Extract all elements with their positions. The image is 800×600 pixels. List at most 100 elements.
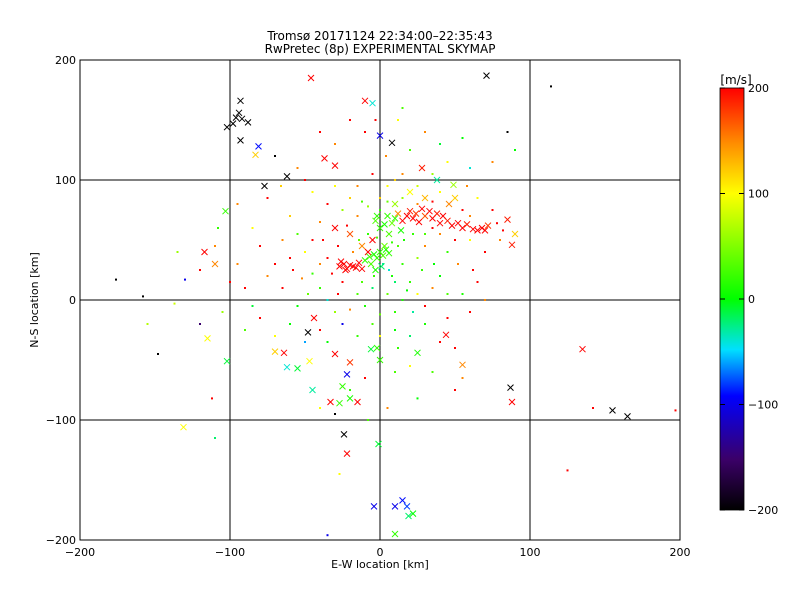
data-point-x-stroke [382, 246, 390, 253]
data-point-x-stroke [448, 222, 456, 229]
data-point-x [358, 242, 366, 250]
data-point-x [346, 395, 354, 402]
data-point-x-stroke [388, 139, 396, 147]
data-point-dot [376, 236, 378, 239]
data-point-x-stroke [339, 383, 346, 390]
data-point-x-stroke [211, 260, 219, 268]
data-point-dot [674, 409, 677, 412]
data-point-x-stroke [454, 219, 462, 227]
data-point-x-stroke [352, 264, 360, 271]
data-point-dot [461, 377, 464, 379]
data-point-x-stroke [372, 266, 379, 274]
data-point-dot [476, 281, 479, 283]
data-point-dot [349, 197, 351, 199]
data-point-dot [301, 277, 303, 280]
data-point-x [358, 265, 366, 273]
data-point-x [346, 359, 354, 366]
data-point-dot [338, 473, 341, 475]
data-point-dot [469, 167, 471, 169]
data-point-x [403, 503, 411, 510]
data-point-x-stroke [358, 242, 366, 250]
data-point-dot [371, 287, 374, 289]
data-point-dot [266, 197, 269, 199]
data-point-dot [364, 305, 366, 307]
data-point-x-stroke [474, 227, 481, 234]
data-point-x-stroke [406, 188, 414, 196]
data-point-x [484, 222, 492, 229]
data-point-dot [424, 233, 426, 235]
data-point-dot [361, 281, 363, 283]
chart-subtitle: RwPretec (8p) EXPERIMENTAL SKYMAP [265, 42, 496, 56]
data-point-dot [431, 371, 434, 373]
data-point-x-stroke [384, 212, 391, 220]
data-point-x [433, 210, 441, 217]
data-point-x-stroke [421, 194, 429, 202]
data-point-x [385, 230, 393, 238]
data-point-x [369, 99, 376, 107]
data-point-dot [259, 317, 261, 319]
data-point-x-stroke [343, 371, 351, 378]
data-point-x-stroke [309, 386, 316, 394]
colorbar-tick-label: 200 [748, 82, 769, 95]
data-point-x-stroke [459, 224, 466, 232]
data-point-x [508, 241, 516, 249]
data-point-x-stroke [369, 99, 376, 107]
data-point-dot [211, 397, 213, 400]
data-point-x [376, 356, 384, 364]
y-tick-label: 100 [55, 174, 76, 187]
data-point-x [331, 224, 339, 232]
data-point-dot [341, 281, 344, 283]
colorbar-tick-label: 100 [748, 188, 769, 201]
data-point-dot [439, 341, 441, 343]
data-point-x-stroke [373, 344, 381, 352]
data-point-x-stroke [294, 365, 301, 372]
data-point-x [321, 155, 328, 162]
data-point-dot [409, 281, 411, 283]
data-point-x [235, 109, 243, 117]
data-point-dot [446, 293, 449, 295]
data-point-dot [431, 287, 434, 289]
data-point-x-stroke [418, 205, 426, 213]
data-point-dot [379, 335, 381, 337]
data-point-dot [337, 245, 339, 247]
data-point-dot [349, 389, 351, 391]
data-point-x [372, 217, 379, 225]
data-point-dot [394, 371, 396, 373]
data-point-dot [412, 233, 414, 235]
data-point-x-stroke [433, 210, 441, 217]
data-point-x-stroke [504, 216, 511, 223]
data-point-x-stroke [252, 151, 259, 159]
data-point-dot [346, 224, 348, 227]
data-point-dot [386, 293, 389, 295]
data-point-x [180, 423, 187, 431]
data-point-dot [229, 281, 231, 283]
data-point-x [373, 254, 381, 262]
data-point-dot [307, 293, 309, 295]
data-point-x-stroke [579, 345, 586, 353]
data-point-dot [341, 209, 344, 211]
data-point-x-stroke [331, 162, 339, 169]
data-point-dot [382, 263, 384, 265]
data-point-dot [394, 281, 396, 283]
data-point-dot [319, 329, 321, 331]
data-point-dot [406, 289, 408, 292]
data-point-dot [397, 347, 399, 349]
data-point-x [624, 413, 631, 420]
data-point-x [450, 181, 457, 189]
data-point-dot [371, 173, 374, 175]
x-tick-label: 0 [377, 546, 384, 559]
data-point-dot [394, 179, 396, 181]
data-point-x-stroke [609, 407, 616, 414]
data-point-x [327, 398, 334, 406]
data-point-x [336, 399, 343, 407]
data-point-x-stroke [459, 361, 466, 369]
data-point-dot [469, 311, 471, 313]
data-point-x-stroke [237, 137, 244, 144]
data-point-dot [334, 413, 336, 415]
data-point-dot [566, 469, 569, 472]
data-point-dot [281, 239, 284, 241]
data-point-x [331, 162, 339, 169]
data-point-dot [214, 437, 216, 439]
data-point-x [343, 450, 351, 457]
x-tick-label: −200 [65, 546, 95, 559]
